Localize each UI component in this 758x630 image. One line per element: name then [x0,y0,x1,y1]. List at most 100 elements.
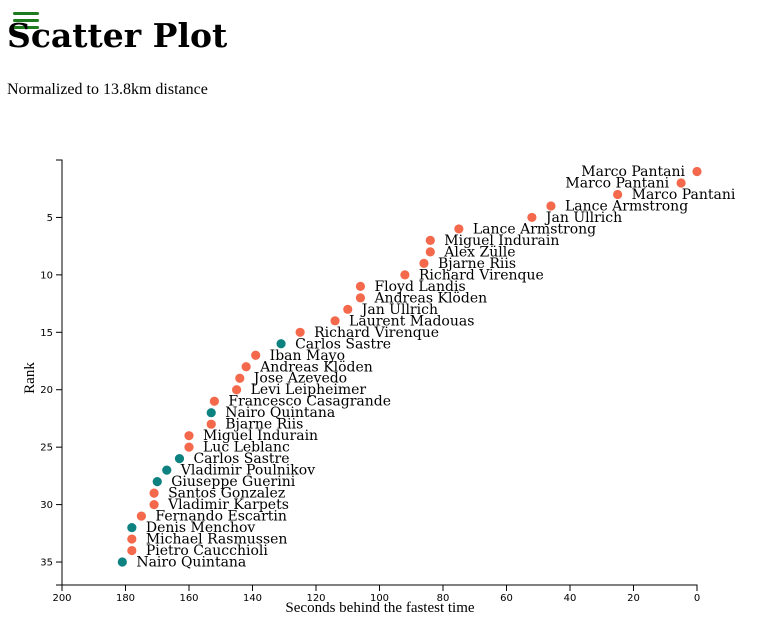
point-label: Fernando Escartin [155,509,287,525]
point-label: Nairo Quintana [136,555,246,571]
scatter-point[interactable] [241,362,251,372]
menu-icon-bar [13,19,39,22]
y-tick: 15 [40,328,62,339]
scatter-point[interactable] [419,258,429,268]
scatter-point[interactable] [184,431,194,441]
x-tick-label: 120 [306,593,325,604]
scatter-point[interactable] [692,166,702,177]
scatter-point[interactable] [174,454,185,464]
point-label: Floyd Landis [374,279,465,295]
point-label: Francesco Casagrande [228,394,391,410]
point-label: Lance Armstrong [565,198,688,214]
point-label: Santos Gonzalez [168,486,285,502]
menu-icon-bar [13,12,39,15]
menu-icon-bar [13,26,39,29]
x-tick: 80 [437,585,450,604]
scatter-point[interactable] [206,419,216,429]
y-tick: 35 [40,558,62,569]
scatter-point[interactable] [676,178,686,188]
y-tick: 30 [40,500,62,511]
scatter-point[interactable] [152,477,162,487]
point-label: Bjarne Riis [438,256,516,272]
point-label: Richard Virenque [419,267,544,283]
y-tick-label: 5 [47,213,53,224]
y-tick-label: 10 [40,270,53,281]
scatter-point[interactable] [184,442,194,452]
scatter-point[interactable] [209,396,219,406]
x-tick-label: 60 [500,593,513,604]
point-label: Carlos Sastre [193,451,289,467]
point-label: Giuseppe Guerini [171,474,295,490]
scatter-point[interactable] [613,189,623,200]
scatter-point[interactable] [425,235,435,246]
point-label: Miguel Indurain [444,233,559,249]
scatter-point[interactable] [127,534,137,544]
point-label: Luc Leblanc [203,440,290,456]
scatter-point[interactable] [149,499,159,510]
scatter-point[interactable] [149,488,159,498]
scatter-point[interactable] [276,339,286,349]
scatter-point[interactable] [355,293,366,303]
point-label: Levi Leipheimer [251,382,367,398]
y-tick: 10 [40,270,62,281]
y-tick: 20 [40,385,62,396]
scatter-point[interactable] [425,247,435,257]
x-tick: 60 [500,585,513,604]
point-label: Lance Armstrong [473,221,596,237]
scatter-point[interactable] [400,270,410,280]
point-label: Vladimir Poulnikov [180,463,315,479]
scatter-point[interactable] [330,316,340,326]
x-tick-label: 100 [370,593,389,604]
scatter-point[interactable] [527,212,537,223]
scatter-point[interactable] [343,304,353,314]
x-tick: 140 [243,585,262,604]
y-tick: 5 [47,213,62,224]
x-axis: 200 180 160 140 120 100 80 60 40 20 0 [52,584,700,604]
x-tick-label: 160 [179,593,198,604]
y-tick: 25 [40,443,62,454]
point-label: Laurent Madouas [349,313,474,329]
scatter-point[interactable] [295,327,305,337]
page-subtitle: Normalized to 13.8km distance [7,81,208,98]
y-axis: 5 10 15 20 25 30 35 [40,159,63,586]
point-label: Jose Azevedo [252,371,347,387]
x-tick: 200 [52,585,72,604]
scatter-point[interactable] [127,545,137,556]
point-label: Denis Menchov [146,520,256,536]
scatter-point[interactable] [546,201,556,211]
x-tick-label: 140 [243,593,262,604]
point-label: Iban Mayo [270,348,345,364]
page-title: Scatter Plot [7,16,228,55]
point-label: Marco Pantani [632,187,736,203]
x-tick: 0 [694,585,700,604]
x-tick-label: 80 [437,593,450,604]
scatter-point[interactable] [206,408,216,418]
scatter-point[interactable] [235,373,245,383]
y-axis-line [56,159,63,586]
x-tick-label: 200 [52,593,71,604]
scatter-point[interactable] [355,281,366,291]
point-label: Marco Pantani [565,175,669,191]
scatter-point[interactable] [251,350,261,360]
x-tick-label: 180 [116,593,135,604]
y-tick-label: 15 [40,328,53,339]
scatter-point[interactable] [117,557,127,567]
x-tick-label: 0 [694,593,700,604]
scatter-point[interactable] [127,522,137,533]
x-tick: 40 [564,585,577,604]
x-tick-label: 40 [564,593,577,604]
point-label: Andreas Klöden [373,290,487,306]
hamburger-menu-icon[interactable] [13,12,39,32]
point-label: Alex Zülle [443,244,515,260]
x-tick: 160 [179,585,199,604]
scatter-point[interactable] [136,511,146,521]
x-tick: 120 [306,585,326,604]
scatter-point[interactable] [454,224,464,234]
scatter-point[interactable] [162,465,172,475]
scatter-point[interactable] [232,385,242,395]
point-label: Richard Virenque [314,325,439,341]
x-tick: 100 [370,585,389,604]
x-tick: 20 [627,585,640,604]
